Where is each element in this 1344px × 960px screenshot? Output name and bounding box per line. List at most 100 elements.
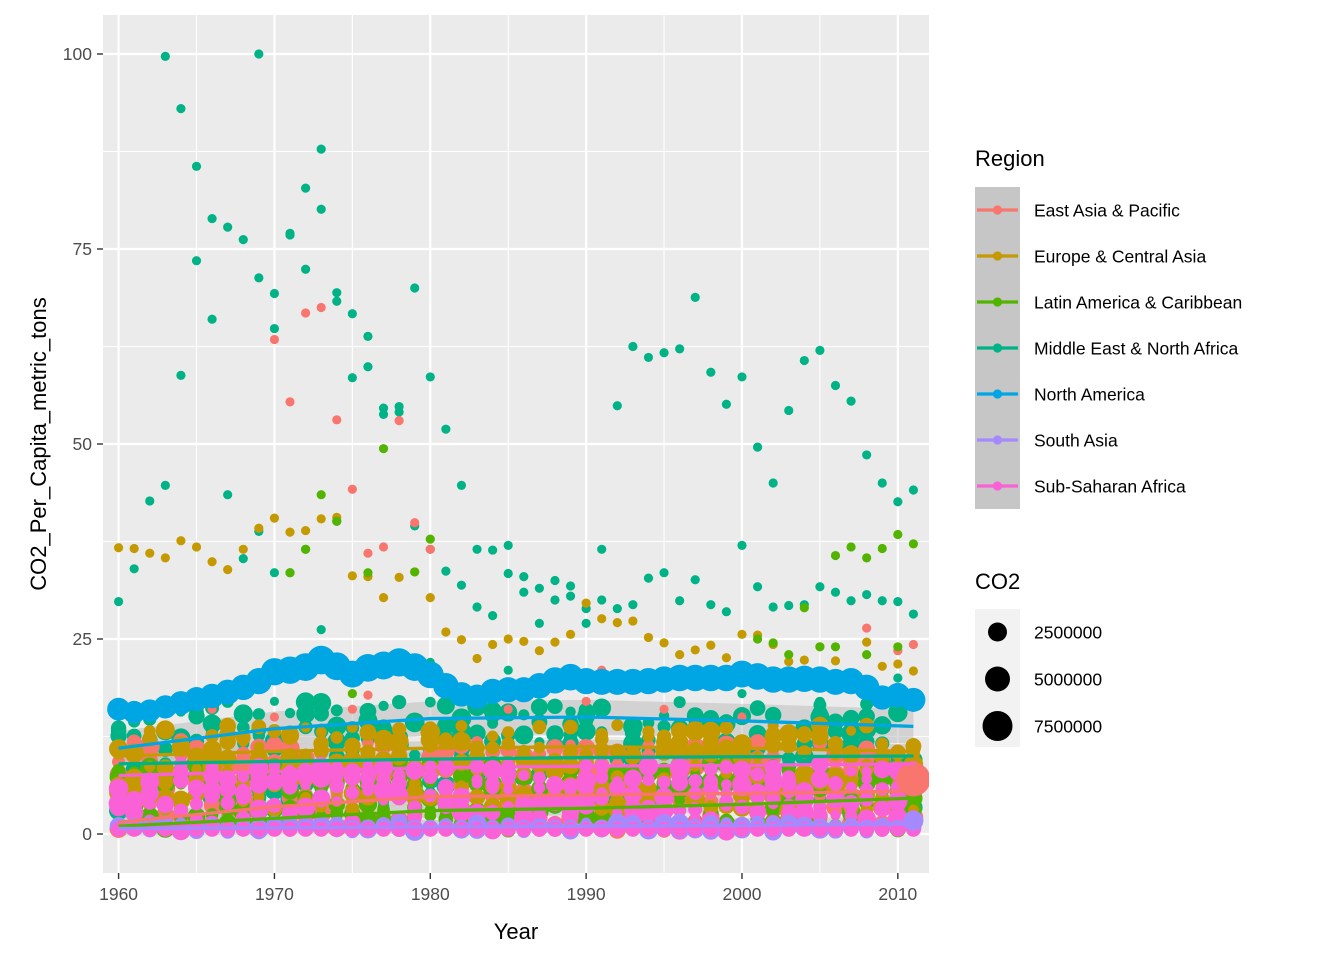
middle-east-north-africa-point [363, 362, 373, 372]
middle-east-north-africa-point [737, 372, 747, 382]
sub-saharan-africa-cloud-point [612, 776, 623, 787]
south-asia-legend-dot [992, 435, 1003, 445]
europe-central-asia-cloud-point [267, 724, 282, 738]
east-asia-pacific-cloud-point [266, 736, 283, 753]
europe-central-asia-point [519, 636, 529, 646]
middle-east-north-africa-point [269, 568, 280, 578]
europe-central-asia-point [191, 542, 202, 552]
middle-east-north-africa-point [721, 607, 731, 617]
latin-america-caribbean-legend-label: Latin America & Caribbean [1034, 293, 1242, 313]
sub-saharan-africa-cloud-point [861, 773, 872, 785]
sub-saharan-africa-cloud-point [140, 783, 159, 803]
middle-east-north-africa-point [877, 596, 887, 606]
middle-east-north-africa-cloud-point [814, 696, 826, 708]
latin-america-caribbean-point [815, 642, 825, 652]
latin-america-caribbean-point [784, 650, 794, 660]
sub-saharan-africa-cloud-point [842, 794, 860, 813]
sub-saharan-africa-point [594, 821, 610, 837]
europe-central-asia-point [643, 632, 654, 643]
middle-east-north-africa-point [565, 581, 576, 591]
europe-central-asia-cloud-point [391, 722, 407, 737]
sub-saharan-africa-cloud-point [764, 759, 782, 778]
sub-saharan-africa-point [547, 821, 563, 837]
middle-east-north-africa-cloud-point [311, 693, 332, 713]
middle-east-north-africa-point [503, 540, 513, 551]
middle-east-north-africa-point [768, 478, 778, 488]
europe-central-asia-point [830, 656, 841, 666]
europe-central-asia-point [893, 659, 903, 669]
europe-central-asia-point [113, 543, 124, 553]
middle-east-north-africa-cloud-point [252, 708, 266, 721]
middle-east-north-africa-cloud-point [547, 698, 563, 715]
europe-central-asia-cloud-point [171, 790, 191, 810]
sub-saharan-africa-cloud-point [721, 779, 732, 790]
europe-central-asia-point [877, 661, 887, 671]
europe-central-asia-cloud-point [532, 719, 547, 734]
size-legend-circle [982, 711, 1013, 741]
middle-east-north-africa-point [768, 602, 778, 612]
sub-saharan-africa-cloud-point [236, 790, 251, 805]
middle-east-north-africa-point [456, 480, 467, 490]
middle-east-north-africa-point [223, 222, 233, 232]
middle-east-north-africa-point [441, 566, 451, 576]
middle-east-north-africa-point [690, 575, 700, 585]
sub-saharan-africa-cloud-point [503, 784, 514, 795]
europe-central-asia-cloud-point [656, 729, 672, 744]
sub-saharan-africa-cloud-point [204, 787, 221, 804]
east-asia-pacific-legend-label: East Asia & Pacific [1034, 201, 1180, 221]
middle-east-north-africa-cloud-point [749, 700, 766, 716]
middle-east-north-africa-cloud-point [595, 699, 609, 713]
middle-east-north-africa-point [752, 582, 763, 592]
middle-east-north-africa-point [862, 589, 872, 600]
middle-east-north-africa-point [254, 49, 264, 59]
latin-america-caribbean-point [332, 516, 342, 526]
sub-saharan-africa-cloud-point [794, 790, 814, 810]
middle-east-north-africa-point [862, 450, 872, 460]
sub-saharan-africa-point [656, 821, 672, 837]
europe-central-asia-cloud-point [455, 720, 468, 732]
europe-central-asia-point [254, 523, 264, 533]
sub-saharan-africa-point [298, 821, 314, 837]
europe-central-asia-point [550, 637, 560, 647]
middle-east-north-africa-cloud-point [110, 727, 127, 745]
middle-east-north-africa-point [394, 407, 404, 417]
sub-saharan-africa-cloud-point [873, 800, 891, 817]
europe-central-asia-point [737, 629, 747, 639]
sub-saharan-africa-cloud-point [344, 769, 361, 787]
middle-east-north-africa-point [581, 618, 591, 629]
x-tick-label: 2010 [878, 884, 917, 904]
middle-east-north-africa-point [550, 575, 560, 586]
middle-east-north-africa-cloud-point [298, 707, 313, 722]
size-legend-title: CO2 [975, 569, 1020, 594]
sub-saharan-africa-cloud-point [471, 778, 483, 789]
sub-saharan-africa-cloud-point [455, 806, 468, 818]
sub-saharan-africa-cloud-point [189, 797, 204, 811]
middle-east-north-africa-point [301, 183, 311, 193]
europe-central-asia-point [908, 666, 919, 676]
middle-east-north-africa-point [597, 544, 607, 554]
europe-central-asia-cloud-point [345, 801, 360, 816]
y-tick-label: 100 [63, 44, 92, 64]
sub-saharan-africa-cloud-point [345, 786, 360, 800]
middle-east-north-africa-point [378, 409, 389, 419]
east-asia-pacific-point [363, 548, 373, 558]
europe-central-asia-point [238, 544, 248, 554]
europe-central-asia-cloud-point [670, 722, 689, 740]
europe-central-asia-point [503, 634, 513, 644]
y-tick-label: 25 [73, 629, 92, 649]
middle-east-north-africa-cloud-point [484, 707, 501, 724]
middle-east-north-africa-point [893, 673, 903, 683]
middle-east-north-africa-point [659, 568, 669, 578]
sub-saharan-africa-cloud-point [782, 798, 796, 812]
sub-saharan-africa-point [578, 821, 594, 837]
middle-east-north-africa-point [316, 625, 326, 635]
middle-east-north-africa-cloud-point [468, 724, 486, 742]
middle-east-north-africa-point [503, 568, 513, 579]
east-asia-pacific-point [425, 544, 435, 554]
sub-saharan-africa-point [422, 821, 438, 837]
europe-central-asia-cloud-point [359, 724, 377, 742]
middle-east-north-africa-cloud-point [842, 709, 860, 727]
middle-east-north-africa-cloud-point [392, 694, 407, 710]
sub-saharan-africa-cloud-point [688, 773, 703, 788]
region-legend-title: Region [975, 146, 1045, 171]
